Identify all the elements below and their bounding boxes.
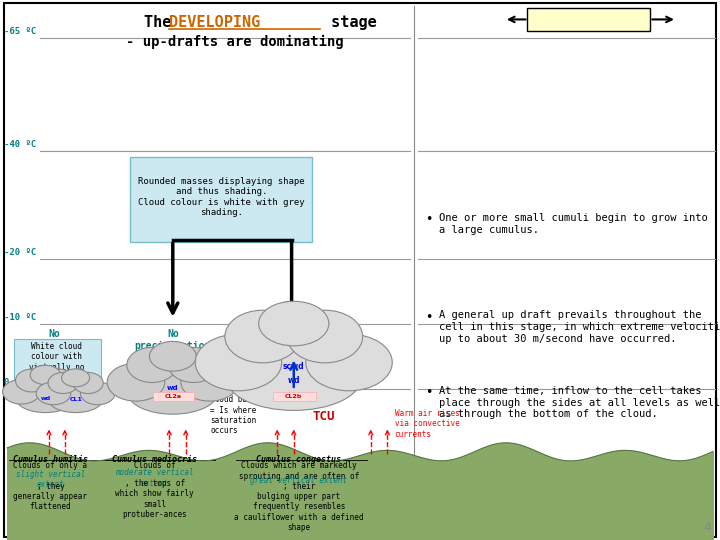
Text: CL2b: CL2b	[285, 394, 302, 399]
Text: •: •	[425, 310, 432, 323]
Ellipse shape	[226, 346, 361, 410]
FancyBboxPatch shape	[14, 339, 101, 386]
Text: -65 ºC: -65 ºC	[4, 26, 37, 36]
Text: No
precipitation: No precipitation	[135, 329, 211, 351]
Text: scwd: scwd	[283, 362, 305, 370]
Text: No
precipitation: No precipitation	[16, 329, 92, 351]
Text: At the same time, inflow to the cell takes
place through the sides at all levels: At the same time, inflow to the cell tak…	[439, 386, 720, 419]
Text: Rounded masses displaying shape
and thus shading.
Cloud colour is white with gre: Rounded masses displaying shape and thus…	[138, 177, 305, 217]
Text: CL2a: CL2a	[164, 394, 181, 399]
Text: Warm air rises
via convective
currents: Warm air rises via convective currents	[395, 409, 459, 439]
Text: ; their
bulging upper part
frequently resembles
a cauliflower with a defined
sha: ; their bulging upper part frequently re…	[234, 482, 364, 532]
Ellipse shape	[127, 347, 177, 382]
Ellipse shape	[30, 365, 60, 384]
Text: Tropopause: Tropopause	[558, 15, 620, 24]
Text: CL1: CL1	[70, 397, 83, 402]
FancyBboxPatch shape	[527, 8, 650, 31]
Text: Clouds of: Clouds of	[134, 461, 176, 481]
Text: - up-drafts are dominating: - up-drafts are dominating	[126, 35, 343, 49]
Text: ; they
generally appear
flattened: ; they generally appear flattened	[14, 482, 87, 511]
Ellipse shape	[168, 347, 219, 382]
Ellipse shape	[42, 369, 75, 392]
Text: One or more small cumuli begin to grow into
a large cumulus.: One or more small cumuli begin to grow i…	[439, 213, 708, 235]
Ellipse shape	[287, 310, 363, 363]
Ellipse shape	[3, 380, 40, 404]
Ellipse shape	[81, 382, 115, 404]
Text: TCU: TCU	[312, 410, 336, 423]
Text: White cloud
colour with
virtually no
shading.: White cloud colour with virtually no sha…	[29, 342, 85, 382]
Text: 4: 4	[703, 521, 711, 534]
Text: wd: wd	[167, 385, 179, 392]
Ellipse shape	[306, 334, 392, 391]
Text: , the tops of
which show fairly
small
protuber-ances: , the tops of which show fairly small pr…	[115, 479, 194, 519]
Ellipse shape	[73, 373, 103, 394]
Ellipse shape	[48, 387, 102, 413]
Text: The: The	[144, 15, 181, 30]
Ellipse shape	[150, 341, 196, 371]
FancyBboxPatch shape	[130, 157, 312, 242]
Ellipse shape	[107, 363, 165, 401]
Ellipse shape	[16, 384, 75, 413]
Text: great vertical extent: great vertical extent	[251, 476, 347, 485]
Text: •: •	[425, 386, 432, 399]
Text: A general up draft prevails throughout the
cell in this stage, in which extreme : A general up draft prevails throughout t…	[439, 310, 720, 343]
Text: -20 ºC: -20 ºC	[4, 248, 37, 257]
Text: wd: wd	[40, 396, 50, 401]
Ellipse shape	[50, 380, 88, 404]
Text: -40 ºC: -40 ºC	[4, 140, 37, 149]
Text: moderate vertical
extent: moderate vertical extent	[115, 468, 194, 488]
Text: Clouds of only a: Clouds of only a	[14, 461, 87, 481]
Ellipse shape	[225, 310, 300, 363]
Ellipse shape	[61, 369, 89, 387]
Text: 0 ºC: 0 ºC	[4, 377, 26, 387]
Text: •: •	[425, 213, 432, 226]
Ellipse shape	[258, 301, 329, 346]
Text: Cloud base
= Is where
saturation
occurs: Cloud base = Is where saturation occurs	[210, 395, 256, 435]
Ellipse shape	[128, 371, 217, 414]
Text: wd: wd	[287, 376, 300, 385]
Text: Clouds which are markedly
sprouting and are often of: Clouds which are markedly sprouting and …	[238, 461, 359, 491]
Text: Precipitation
- showers of
rain, snow,
snow pellets: Precipitation - showers of rain, snow, s…	[256, 329, 327, 369]
Ellipse shape	[16, 369, 48, 392]
FancyBboxPatch shape	[273, 392, 316, 401]
Text: Cumulus humilis: Cumulus humilis	[13, 455, 88, 464]
Text: stage: stage	[322, 15, 377, 30]
Text: Cumulus congestus: Cumulus congestus	[256, 455, 341, 464]
Text: slight vertical
extent: slight vertical extent	[16, 470, 85, 489]
FancyBboxPatch shape	[153, 392, 194, 401]
Ellipse shape	[48, 373, 78, 394]
Text: DEVELOPING: DEVELOPING	[169, 15, 261, 30]
Ellipse shape	[36, 382, 71, 404]
Text: -10 ºC: -10 ºC	[4, 313, 37, 322]
Text: Cumulus mediocris: Cumulus mediocris	[112, 455, 197, 464]
Ellipse shape	[195, 334, 282, 391]
Ellipse shape	[181, 363, 238, 401]
